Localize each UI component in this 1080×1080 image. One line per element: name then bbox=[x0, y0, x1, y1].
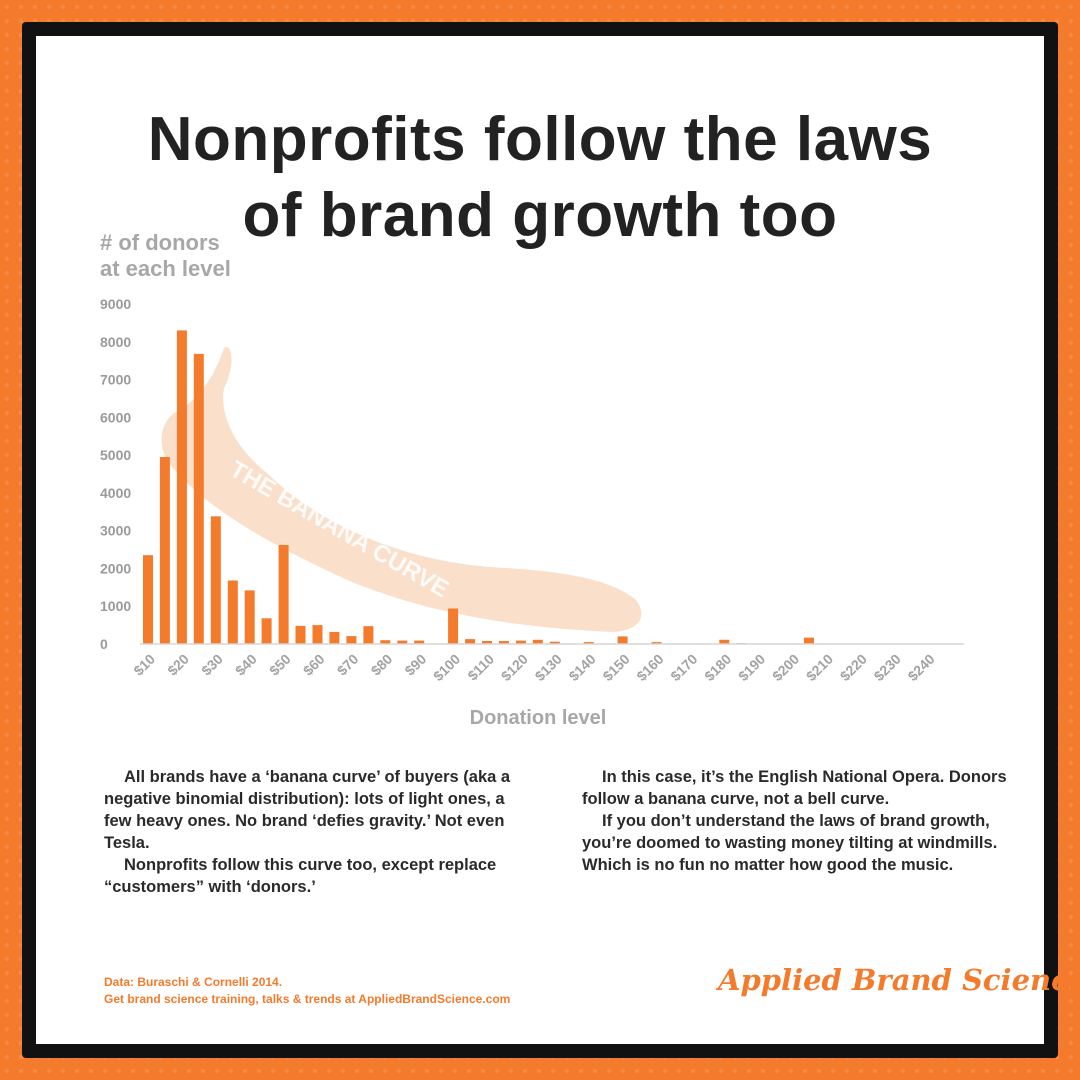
bar bbox=[244, 590, 255, 644]
x-tick-label: $20 bbox=[164, 651, 192, 679]
x-tick-label: $120 bbox=[498, 651, 531, 684]
text-column-left: All brands have a ‘banana curve’ of buye… bbox=[104, 766, 524, 898]
x-axis-label: Donation level bbox=[470, 707, 607, 729]
x-tick-label: $70 bbox=[334, 651, 362, 679]
x-tick-label: $190 bbox=[735, 651, 768, 684]
bar bbox=[380, 640, 391, 644]
x-tick-label: $170 bbox=[667, 651, 700, 684]
bar bbox=[346, 636, 357, 644]
title-line-1: Nonprofits follow the laws bbox=[147, 105, 933, 174]
bar bbox=[312, 625, 323, 644]
bar bbox=[227, 580, 238, 644]
x-tick-label: $110 bbox=[464, 651, 497, 684]
y-tick-label: 1000 bbox=[100, 598, 131, 614]
x-tick-label: $210 bbox=[803, 651, 836, 684]
bar bbox=[549, 641, 560, 644]
bar bbox=[448, 608, 459, 644]
x-tick-label: $150 bbox=[599, 651, 632, 684]
bar bbox=[583, 642, 594, 644]
bar bbox=[532, 639, 543, 644]
bar bbox=[498, 641, 509, 644]
bar bbox=[804, 637, 814, 644]
x-tick-label: $50 bbox=[266, 651, 294, 679]
bar-chart: # of donors at each level THE BANANA CUR… bbox=[100, 230, 964, 729]
x-tick-label: $130 bbox=[532, 651, 565, 684]
banana-curve-shape bbox=[161, 347, 642, 632]
x-tick-label: $180 bbox=[701, 651, 734, 684]
bar bbox=[278, 545, 289, 644]
bar bbox=[482, 641, 492, 644]
y-tick-label: 5000 bbox=[100, 447, 131, 463]
y-axis-label-line-2: at each level bbox=[100, 256, 231, 281]
x-tick-label: $200 bbox=[769, 651, 802, 684]
bar bbox=[159, 457, 170, 644]
paragraph: If you don’t understand the laws of bran… bbox=[582, 812, 998, 874]
footnote: Data: Buraschi & Cornelli 2014. Get bran… bbox=[104, 974, 510, 1008]
paragraph: All brands have a ‘banana curve’ of buye… bbox=[104, 768, 511, 852]
bar bbox=[515, 640, 526, 644]
text-column-right: In this case, it’s the English National … bbox=[582, 766, 1012, 876]
bar bbox=[176, 330, 187, 644]
website-note: Get brand science training, talks & tren… bbox=[104, 992, 511, 1006]
bar bbox=[651, 642, 662, 644]
x-axis-ticks: $10 $20 $30 $40 $50 $60 $70 $80 $90 $100 $110 $120 $… bbox=[130, 651, 938, 684]
x-tick-label: $160 bbox=[633, 651, 666, 684]
x-tick-label: $240 bbox=[904, 651, 937, 684]
bar bbox=[414, 640, 425, 644]
bars bbox=[143, 330, 814, 644]
x-tick-label: $220 bbox=[837, 651, 870, 684]
y-tick-label: 6000 bbox=[100, 409, 131, 425]
y-axis-label-line-1: # of donors bbox=[100, 230, 220, 255]
bar bbox=[363, 626, 374, 644]
bar bbox=[719, 639, 730, 644]
x-tick-label: $230 bbox=[871, 651, 904, 684]
y-tick-label: 9000 bbox=[100, 296, 131, 312]
y-tick-label: 7000 bbox=[100, 372, 131, 388]
x-tick-label: $90 bbox=[401, 651, 429, 679]
card: Nonprofits follow the laws of brand grow… bbox=[36, 36, 1080, 1044]
bar bbox=[193, 353, 204, 644]
x-tick-label: $100 bbox=[430, 651, 463, 684]
paragraph: In this case, it’s the English National … bbox=[582, 768, 1007, 808]
x-tick-label: $30 bbox=[198, 651, 226, 679]
y-tick-label: 3000 bbox=[100, 523, 131, 539]
bar bbox=[397, 640, 408, 644]
x-tick-label: $10 bbox=[130, 651, 158, 679]
y-tick-label: 2000 bbox=[100, 560, 131, 576]
x-tick-label: $140 bbox=[565, 651, 598, 684]
logo-wordmark: Applied Brand Science bbox=[718, 963, 1080, 997]
y-tick-label: 8000 bbox=[100, 334, 131, 350]
brand-logo: Applied Brand Science bbox=[712, 950, 1080, 1010]
bar bbox=[295, 625, 306, 644]
paragraph: Nonprofits follow this curve too, except… bbox=[104, 856, 497, 896]
bar bbox=[329, 631, 340, 644]
y-tick-label: 0 bbox=[100, 636, 108, 652]
bar bbox=[261, 618, 272, 644]
bar bbox=[143, 555, 153, 644]
page-title: Nonprofits follow the laws of brand grow… bbox=[36, 102, 1044, 254]
y-axis-ticks: 0 1000 2000 3000 4000 5000 6000 7000 8000 9000 bbox=[100, 296, 131, 652]
y-tick-label: 4000 bbox=[100, 485, 131, 501]
x-tick-label: $60 bbox=[300, 651, 328, 679]
bar bbox=[617, 636, 628, 644]
bar bbox=[465, 639, 476, 644]
source-note: Data: Buraschi & Cornelli 2014. bbox=[104, 975, 283, 989]
bar bbox=[210, 516, 221, 644]
x-tick-label: $80 bbox=[368, 651, 396, 679]
x-tick-label: $40 bbox=[232, 651, 260, 679]
title-line-2: of brand growth too bbox=[242, 181, 838, 250]
